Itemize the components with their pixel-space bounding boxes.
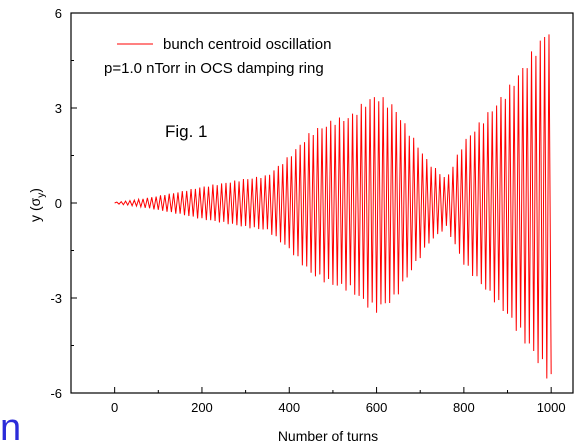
cropped-heading-glyph: n (0, 407, 21, 448)
y-tick-label-3: 3 (55, 101, 62, 116)
x-tick-label-400: 400 (278, 400, 300, 415)
y-tick-label--3: -3 (50, 291, 62, 306)
x-tick-label-800: 800 (453, 400, 475, 415)
y-axis-label-main: y (σ (27, 197, 43, 222)
series-line-bunch-centroid-oscillation (114, 34, 552, 379)
x-axis: 0 200 400 600 800 1000 (70, 387, 566, 415)
x-tick-label-0: 0 (111, 400, 118, 415)
x-tick-label-1000: 1000 (537, 400, 566, 415)
x-tick-label-600: 600 (366, 400, 388, 415)
x-axis-label: Number of turns (278, 428, 378, 444)
x-tick-label-200: 200 (191, 400, 213, 415)
y-axis-label: y (σy) (27, 188, 47, 222)
y-axis-label-subscript: y (36, 193, 47, 198)
legend-entry-bunch-centroid-oscillation: bunch centroid oscillation (163, 36, 331, 53)
svg-text:y (σy): y (σy) (27, 188, 47, 222)
y-axis-label-close: ) (27, 188, 43, 193)
plot-area (114, 34, 552, 379)
y-tick-label-6: 6 (55, 6, 62, 21)
y-axis: -6 -3 0 3 6 (50, 6, 77, 401)
legend: bunch centroid oscillation p=1.0 nTorr i… (104, 36, 331, 77)
y-tick-label-0: 0 (55, 196, 62, 211)
figure-annotation: Fig. 1 (165, 122, 208, 141)
legend-note: p=1.0 nTorr in OCS damping ring (104, 60, 324, 77)
y-tick-label--6: -6 (50, 386, 62, 401)
